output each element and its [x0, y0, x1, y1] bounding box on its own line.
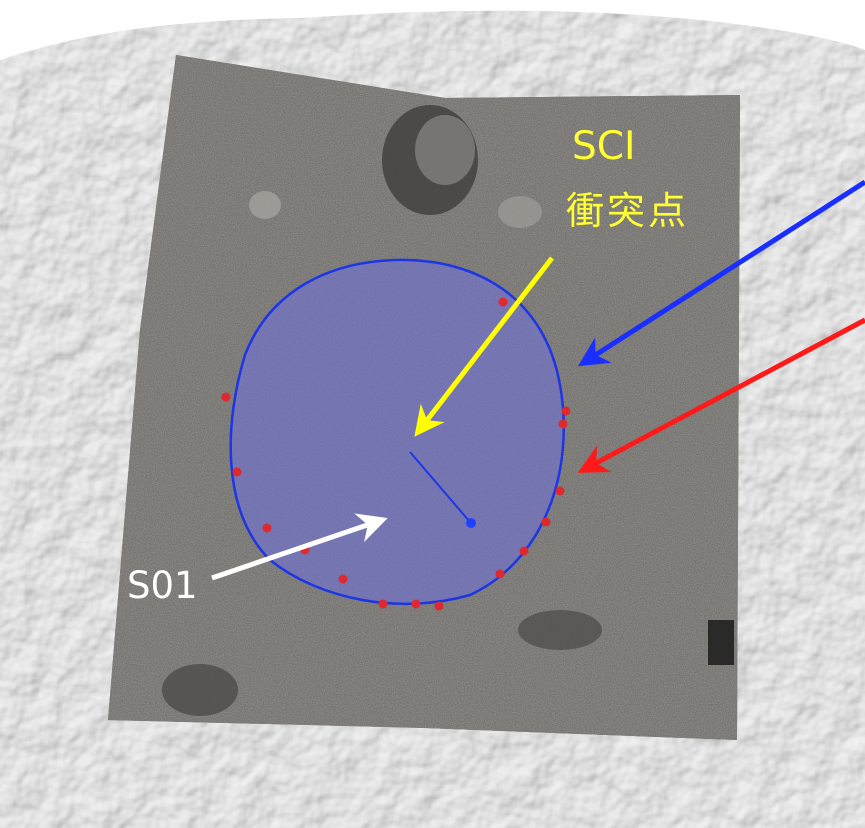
rim-point	[338, 574, 348, 584]
red-arrow	[577, 317, 865, 473]
s01-label: S01	[127, 564, 198, 607]
blue-arrow	[577, 179, 865, 367]
rim-point	[561, 406, 571, 416]
rim-point	[519, 546, 529, 556]
rim-point	[262, 523, 272, 533]
rim-points	[221, 297, 571, 611]
crater-outline	[229, 258, 565, 605]
rim-point	[411, 599, 421, 609]
rim-point	[221, 392, 231, 402]
boulder	[249, 191, 281, 219]
rim-point	[498, 297, 508, 307]
yellow-arrow	[414, 256, 554, 437]
rim-point	[495, 569, 505, 579]
rim-point	[541, 517, 551, 527]
rim-point	[232, 467, 242, 477]
sci-label-line1: SCI	[572, 124, 636, 169]
sci-label-line2: 衝突点	[566, 189, 690, 233]
rim-point	[378, 599, 388, 609]
image-seam	[708, 620, 734, 665]
rim-point	[558, 419, 568, 429]
rim-point	[434, 601, 444, 611]
white-arrow	[211, 513, 388, 581]
rim-point	[555, 486, 565, 496]
crater-center-point	[466, 518, 476, 528]
radius-line	[409, 451, 471, 523]
boulder	[518, 610, 602, 650]
boulder	[498, 196, 542, 228]
boulder	[415, 115, 475, 185]
boulder	[162, 664, 238, 716]
